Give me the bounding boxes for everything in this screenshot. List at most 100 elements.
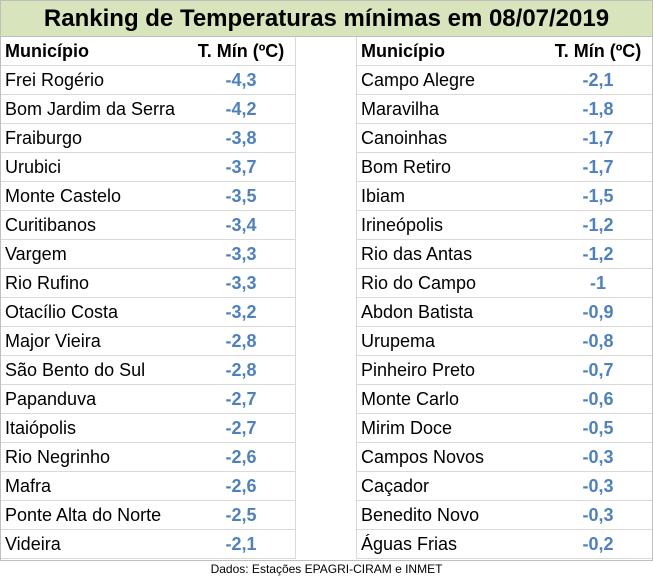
table-row: Monte Castelo -3,5 — [1, 182, 295, 211]
temperature-cell: -1,8 — [582, 99, 614, 119]
header-row-left: Município T. Mín (ºC) — [1, 37, 295, 66]
table-row: Frei Rogério -4,3 — [1, 66, 295, 95]
municipio-cell: Videira — [5, 534, 61, 554]
page-title: Ranking de Temperaturas mínimas em 08/07… — [1, 1, 652, 37]
table-row: Ibiam -1,5 — [357, 182, 652, 211]
municipio-cell: Urubici — [5, 157, 62, 177]
temperature-cell: -2,1 — [225, 534, 257, 554]
municipio-cell: Monte Carlo — [361, 389, 460, 409]
table-row: Videira -2,1 — [1, 530, 295, 559]
table-row: Otacílio Costa -3,2 — [1, 298, 295, 327]
temperature-cell: -0,5 — [582, 418, 614, 438]
municipio-cell: Pinheiro Preto — [361, 360, 476, 380]
temperature-cell: -1,7 — [582, 128, 614, 148]
municipio-cell: Canoinhas — [361, 128, 448, 148]
table-row: Rio do Campo -1 — [357, 269, 652, 298]
table-row: Ponte Alta do Norte -2,5 — [1, 501, 295, 530]
municipio-cell: Rio Negrinho — [5, 447, 111, 467]
table-row: Rio das Antas -1,2 — [357, 240, 652, 269]
municipio-cell: Ibiam — [361, 186, 406, 206]
header-temp-right: T. Mín (ºC) — [554, 41, 642, 61]
temperature-cell: -0,3 — [582, 447, 614, 467]
table-row: Fraiburgo -3,8 — [1, 124, 295, 153]
municipio-cell: Bom Jardim da Serra — [5, 99, 176, 119]
table-row: Benedito Novo -0,3 — [357, 501, 652, 530]
temperature-cell: -0,9 — [582, 302, 614, 322]
table-row: Mafra -2,6 — [1, 472, 295, 501]
municipio-cell: Papanduva — [5, 389, 97, 409]
temperature-cell: -4,3 — [225, 70, 257, 90]
temperature-cell: -3,5 — [225, 186, 257, 206]
table-row: Monte Carlo -0,6 — [357, 385, 652, 414]
header-municipio-left: Município — [5, 41, 89, 61]
table-row: Bom Retiro -1,7 — [357, 153, 652, 182]
temperature-cell: -3,8 — [225, 128, 257, 148]
temperature-cell: -3,4 — [225, 215, 257, 235]
temperature-cell: -2,7 — [225, 418, 257, 438]
temperature-cell: -3,3 — [225, 273, 257, 293]
table-row: Curitibanos -3,4 — [1, 211, 295, 240]
table-row: Major Vieira -2,8 — [1, 327, 295, 356]
header-municipio-right: Município — [361, 41, 445, 61]
municipio-cell: Caçador — [361, 476, 430, 496]
temperature-cell: -2,5 — [225, 505, 257, 525]
temperature-cell: -3,3 — [225, 244, 257, 264]
table-row: Urupema -0,8 — [357, 327, 652, 356]
temperature-cell: -0,7 — [582, 360, 614, 380]
temperature-cell: -2,8 — [225, 331, 257, 351]
temperature-cell: -1,2 — [582, 215, 614, 235]
temperature-cell: -2,1 — [582, 70, 614, 90]
table-row: Campo Alegre -2,1 — [357, 66, 652, 95]
table-row: Caçador -0,3 — [357, 472, 652, 501]
municipio-cell: Vargem — [5, 244, 67, 264]
column-gap — [295, 37, 357, 559]
municipio-cell: Campos Novos — [361, 447, 485, 467]
temperature-cell: -2,6 — [225, 476, 257, 496]
table-row: Pinheiro Preto -0,7 — [357, 356, 652, 385]
table-row: Irineópolis -1,2 — [357, 211, 652, 240]
municipio-cell: Frei Rogério — [5, 70, 105, 90]
table-row: Rio Rufino -3,3 — [1, 269, 295, 298]
temperature-cell: -2,7 — [225, 389, 257, 409]
municipio-cell: Águas Frias — [361, 534, 458, 554]
temperature-cell: -0,6 — [582, 389, 614, 409]
header-row-right: Município T. Mín (ºC) — [357, 37, 652, 66]
table-row: Mirim Doce -0,5 — [357, 414, 652, 443]
temperature-cell: -1 — [589, 273, 606, 293]
table-row: Rio Negrinho -2,6 — [1, 443, 295, 472]
municipio-cell: Rio Rufino — [5, 273, 90, 293]
municipio-cell: Maravilha — [361, 99, 440, 119]
municipio-cell: Major Vieira — [5, 331, 101, 351]
municipio-cell: São Bento do Sul — [5, 360, 146, 380]
temperature-cell: -2,8 — [225, 360, 257, 380]
municipio-cell: Urupema — [361, 331, 436, 351]
temperature-cell: -4,2 — [225, 99, 257, 119]
municipio-cell: Rio das Antas — [361, 244, 473, 264]
data-source-footer: Dados: Estações EPAGRI-CIRAM e INMET — [210, 562, 443, 576]
municipio-cell: Irineópolis — [361, 215, 444, 235]
municipio-cell: Mafra — [5, 476, 52, 496]
temperature-cell: -1,7 — [582, 157, 614, 177]
table-row: Bom Jardim da Serra -4,2 — [1, 95, 295, 124]
table-row: Vargem -3,3 — [1, 240, 295, 269]
table-row: Águas Frias -0,2 — [357, 530, 652, 559]
municipio-cell: Monte Castelo — [5, 186, 122, 206]
table-row: Abdon Batista -0,9 — [357, 298, 652, 327]
temperature-cell: -0,2 — [582, 534, 614, 554]
municipio-cell: Bom Retiro — [361, 157, 452, 177]
right-column-block: Município T. Mín (ºC) Campo Alegre -2,1 Ma… — [357, 37, 652, 559]
table-row: São Bento do Sul -2,8 — [1, 356, 295, 385]
header-temp-left: T. Mín (ºC) — [197, 41, 285, 61]
temperature-cell: -1,2 — [582, 244, 614, 264]
temperature-cell: -3,2 — [225, 302, 257, 322]
table-grid: Município T. Mín (ºC) Frei Rogério -4,3 Bo… — [1, 37, 652, 559]
table-row: Urubici -3,7 — [1, 153, 295, 182]
temperature-cell: -0,3 — [582, 476, 614, 496]
municipio-cell: Mirim Doce — [361, 418, 453, 438]
temperature-cell: -3,7 — [225, 157, 257, 177]
table-row: Itaiópolis -2,7 — [1, 414, 295, 443]
municipio-cell: Itaiópolis — [5, 418, 77, 438]
table-row: Canoinhas -1,7 — [357, 124, 652, 153]
municipio-cell: Curitibanos — [5, 215, 97, 235]
